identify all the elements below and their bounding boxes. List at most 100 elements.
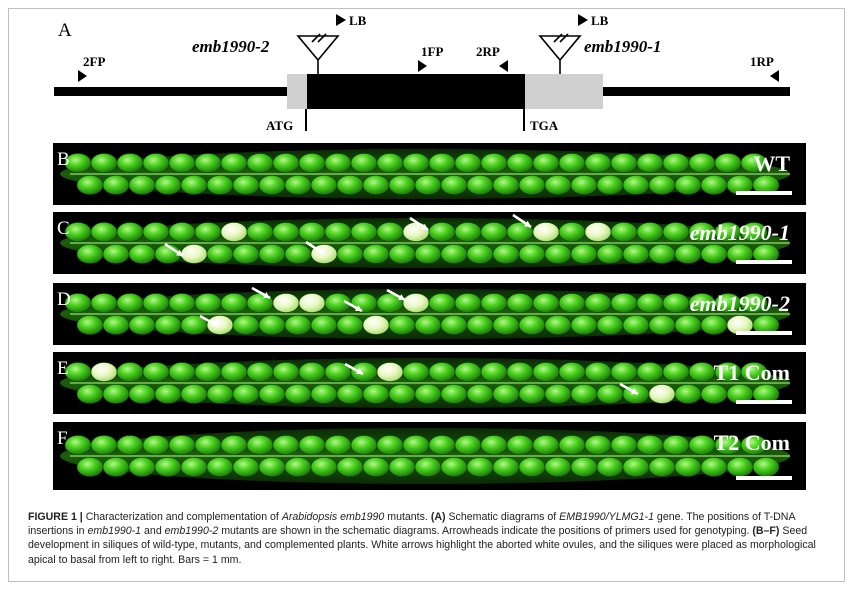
tdna-break-mark-right-1: [553, 33, 563, 43]
seed: [570, 315, 598, 335]
seed: [142, 153, 170, 173]
seed: [128, 244, 156, 264]
seed: [428, 293, 456, 313]
seed: [298, 222, 326, 242]
seed: [544, 457, 572, 477]
caption-text-3: Schematic diagrams of: [445, 511, 560, 523]
aborted-ovule: [376, 362, 404, 382]
seed: [648, 244, 676, 264]
seed: [688, 362, 716, 382]
seed: [284, 384, 312, 404]
seed: [596, 457, 624, 477]
seed: [688, 153, 716, 173]
seed: [116, 362, 144, 382]
seed: [570, 457, 598, 477]
seed: [558, 435, 586, 455]
caption-italic-2: EMB1990/YLMG1-1: [559, 511, 654, 523]
seed: [180, 457, 208, 477]
seed: [220, 362, 248, 382]
aborted-ovule: [220, 222, 248, 242]
seed: [700, 384, 728, 404]
seed: [636, 222, 664, 242]
seed: [128, 175, 156, 195]
seed: [700, 457, 728, 477]
seed: [674, 244, 702, 264]
seed: [726, 457, 754, 477]
seed: [454, 362, 482, 382]
primer-2rp: 2RP: [476, 44, 508, 72]
seed: [532, 153, 560, 173]
seed: [518, 175, 546, 195]
primer-1fp-label: 1FP: [421, 44, 443, 59]
seed: [584, 362, 612, 382]
seed: [740, 362, 768, 382]
seed: [102, 457, 130, 477]
panel-letter: B: [57, 149, 70, 170]
seed: [168, 153, 196, 173]
lb-arrow-left-icon: [336, 14, 346, 26]
seed: [90, 153, 118, 173]
seed: [128, 457, 156, 477]
seed: [558, 362, 586, 382]
seed: [440, 175, 468, 195]
seed: [232, 315, 260, 335]
seed: [752, 457, 780, 477]
seed: [648, 457, 676, 477]
seed: [246, 222, 274, 242]
white-arrow-icon: [199, 314, 219, 328]
seed: [544, 175, 572, 195]
white-arrow-icon: [386, 288, 406, 302]
seed: [596, 175, 624, 195]
aborted-ovule: [206, 315, 234, 335]
seed: [246, 435, 274, 455]
seed: [258, 457, 286, 477]
seed: [688, 435, 716, 455]
seed: [284, 457, 312, 477]
seed: [570, 175, 598, 195]
seed: [492, 175, 520, 195]
seed: [76, 384, 104, 404]
seed: [402, 435, 430, 455]
seed: [570, 244, 598, 264]
seed: [90, 435, 118, 455]
seed: [142, 435, 170, 455]
seed: [674, 315, 702, 335]
seed: [622, 315, 650, 335]
seed: [258, 175, 286, 195]
seed: [662, 362, 690, 382]
seed: [232, 384, 260, 404]
seed: [350, 222, 378, 242]
primer-2rp-arrow-icon: [499, 60, 508, 72]
seed: [154, 315, 182, 335]
white-arrow-icon: [409, 216, 429, 232]
scale-bar: [736, 331, 792, 335]
mutant-label-emb1990-2: emb1990-2: [192, 37, 270, 56]
seed: [206, 244, 234, 264]
seed: [492, 315, 520, 335]
caption-lead: FIGURE 1 |: [28, 511, 83, 523]
seed: [142, 362, 170, 382]
seed: [428, 435, 456, 455]
seed: [90, 222, 118, 242]
utr-5prime: [287, 74, 307, 109]
seed: [128, 384, 156, 404]
seed: [740, 435, 768, 455]
seed: [402, 362, 430, 382]
seed: [662, 293, 690, 313]
lb-label-left: LB: [349, 13, 367, 28]
tdna-triangle-right: [538, 35, 582, 62]
panel-label: emb1990-2: [690, 291, 790, 316]
aborted-ovule: [298, 293, 326, 313]
seed: [596, 315, 624, 335]
seed: [454, 435, 482, 455]
seed: [116, 222, 144, 242]
seed: [154, 384, 182, 404]
seed: [492, 457, 520, 477]
seed: [64, 435, 92, 455]
seed: [142, 222, 170, 242]
seed: [258, 384, 286, 404]
panel-letter: F: [57, 428, 68, 449]
seed: [168, 222, 196, 242]
seed: [350, 435, 378, 455]
